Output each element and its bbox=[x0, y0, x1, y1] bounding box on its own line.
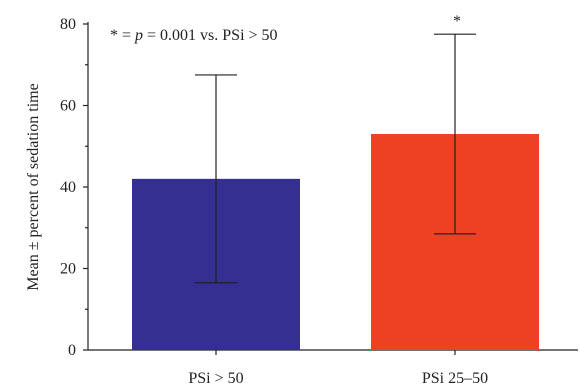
annotation-prefix: * = bbox=[110, 27, 135, 44]
y-axis: 0 20 40 60 80 bbox=[60, 16, 89, 359]
x-tick-label: PSi 25–50 bbox=[422, 370, 488, 387]
y-tick-label: 20 bbox=[60, 261, 76, 278]
annotation-rest: = 0.001 vs. PSi > 50 bbox=[143, 27, 278, 44]
error-bars: * bbox=[195, 13, 476, 284]
y-tick-label: 60 bbox=[60, 98, 76, 115]
y-tick-label: 40 bbox=[60, 179, 76, 196]
y-tick-label: 80 bbox=[60, 16, 76, 33]
significance-marker: * bbox=[453, 13, 461, 30]
x-axis: PSi > 50 PSi 25–50 bbox=[88, 349, 578, 387]
y-tick-label: 0 bbox=[68, 342, 76, 359]
x-tick-label: PSi > 50 bbox=[188, 370, 243, 387]
annotation-p-symbol: p bbox=[134, 27, 143, 44]
significance-annotation: * = p = 0.001 vs. PSi > 50 bbox=[110, 27, 278, 44]
bars bbox=[132, 134, 539, 350]
y-axis-title: Mean ± percent of sedation time bbox=[25, 83, 42, 290]
